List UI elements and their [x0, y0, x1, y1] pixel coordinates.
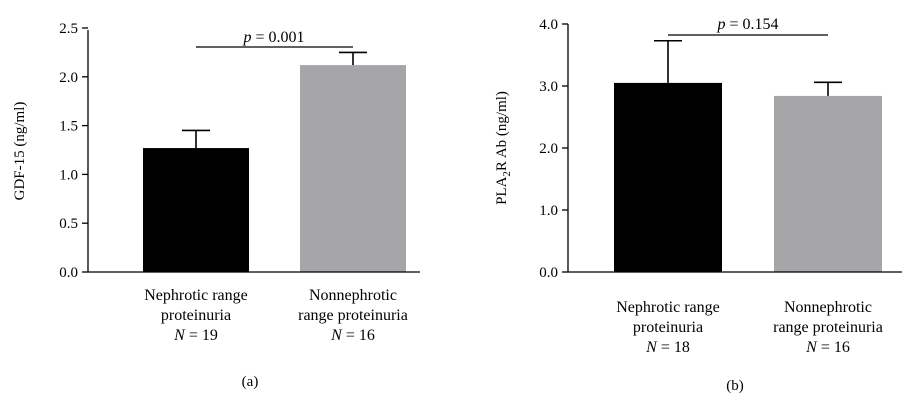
chart-a-y-tick-label-0: 0.0	[59, 265, 78, 281]
chart-a-panel-label: (a)	[242, 374, 259, 390]
chart-b-bar-0	[614, 82, 722, 273]
chart-a-category-0: Nephrotic range proteinuria N = 19	[144, 287, 248, 344]
chart-b-category-0-line-2: proteinuria	[633, 319, 703, 336]
chart-a: 0.0 0.5 1.0 1.5 2.0 2.5 GDF-15 (ng/ml) p = 0.…	[12, 21, 420, 390]
chart-a-category-0-line-2: proteinuria	[161, 307, 231, 324]
chart-a-bar-0	[143, 148, 249, 272]
chart-a-y-tick-label-3: 1.5	[59, 119, 78, 135]
chart-b-y-ticks: 0.0 1.0 2.0 3.0 4.0	[539, 17, 568, 281]
chart-b-y-axis-label: PLA2R Ab (ng/ml)	[494, 91, 513, 205]
chart-b-category-1-n: N = 16	[805, 339, 850, 356]
chart-b-y-tick-label-2: 2.0	[539, 141, 558, 157]
chart-b-category-1: Nonnephrotic range proteinuria N = 16	[773, 299, 883, 356]
chart-b-p-value: p = 0.154	[716, 16, 778, 33]
chart-b-y-tick-label-0: 0.0	[539, 265, 558, 281]
chart-a-category-0-n: N = 19	[173, 327, 218, 344]
chart-a-category-1: Nonnephrotic range proteinuria N = 16	[298, 287, 408, 344]
chart-b-category-0-n: N = 18	[645, 339, 690, 356]
chart-b-category-1-line-1: Nonnephrotic	[784, 299, 872, 316]
chart-a-y-ticks: 0.0 0.5 1.0 1.5 2.0 2.5	[59, 21, 88, 281]
chart-a-category-1-line-1: Nonnephrotic	[309, 287, 397, 304]
chart-a-category-0-line-1: Nephrotic range	[144, 287, 248, 304]
chart-a-significance: p = 0.001	[196, 29, 353, 48]
chart-b-category-1-line-2: range proteinuria	[773, 319, 883, 336]
chart-a-bars	[143, 51, 406, 272]
chart-b-y-tick-label-3: 3.0	[539, 79, 558, 95]
chart-b-panel-label: (b)	[726, 378, 744, 394]
chart-a-y-axis-label: GDF-15 (ng/ml)	[12, 102, 28, 201]
chart-b-bars	[614, 39, 882, 273]
chart-b-y-tick-label-1: 1.0	[539, 203, 558, 219]
chart-a-y-tick-label-1: 0.5	[59, 216, 78, 232]
chart-a-y-tick-label-2: 1.0	[59, 167, 78, 183]
chart-a-category-1-n: N = 16	[330, 327, 375, 344]
chart-a-category-1-line-2: range proteinuria	[298, 307, 408, 324]
chart-b: 0.0 1.0 2.0 3.0 4.0 PLA2R Ab (ng/ml) p = 0.1…	[494, 16, 902, 394]
chart-b-category-0: Nephrotic range proteinuria N = 18	[616, 299, 720, 356]
chart-b-category-0-line-1: Nephrotic range	[616, 299, 720, 316]
chart-a-bar-1	[300, 65, 406, 272]
chart-a-p-value: p = 0.001	[242, 29, 304, 46]
chart-b-significance: p = 0.154	[668, 16, 828, 36]
chart-b-y-tick-label-4: 4.0	[539, 17, 558, 33]
chart-b-bar-1	[774, 95, 882, 272]
chart-a-y-tick-label-5: 2.5	[59, 21, 78, 37]
chart-a-y-tick-label-4: 2.0	[59, 70, 78, 86]
